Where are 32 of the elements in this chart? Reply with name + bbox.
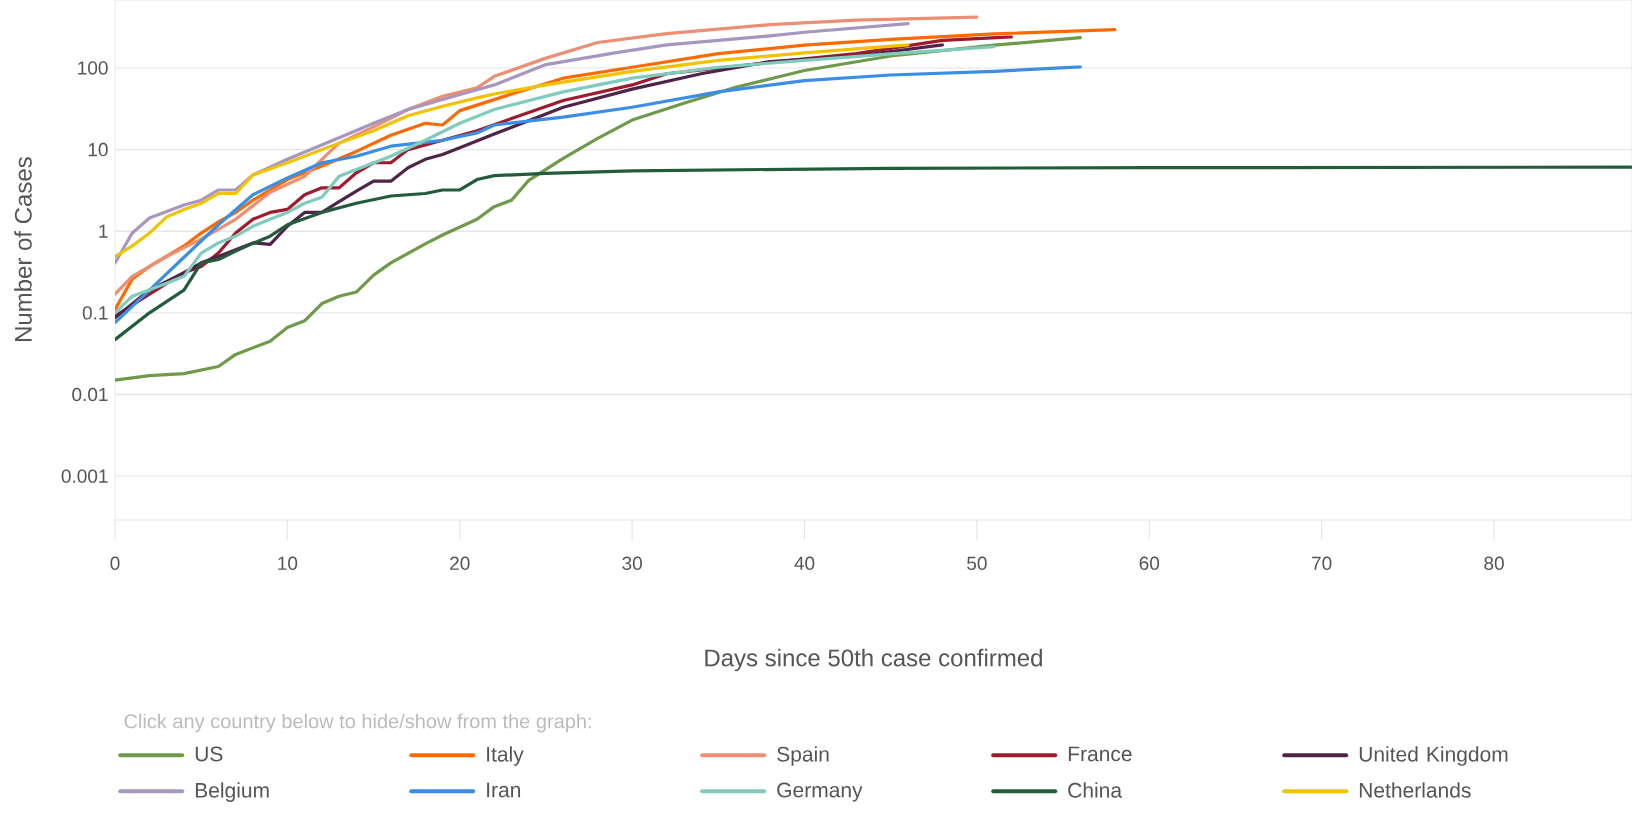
legend-label: Belgium xyxy=(195,782,269,802)
y-axis-title: Number of Cases xyxy=(14,157,32,341)
line-series xyxy=(115,15,979,296)
line-series xyxy=(115,165,1632,342)
line-series xyxy=(115,65,1082,325)
legend-label: Italy xyxy=(487,746,524,766)
legend-label: United Kingdom xyxy=(1359,746,1508,766)
x-tick-label: 60 xyxy=(1139,556,1160,570)
y-tick-label: 0.1 xyxy=(82,306,108,320)
x-tick-label: 50 xyxy=(967,556,987,570)
x-tick-label: 0 xyxy=(110,556,120,570)
y-tick-label: 100 xyxy=(78,61,108,75)
x-axis-title: Days since 50th case confirmed xyxy=(705,648,1042,672)
line-series xyxy=(115,36,1082,382)
legend-label: US xyxy=(195,746,223,762)
x-tick-label: 10 xyxy=(278,556,298,570)
legend-label: Germany xyxy=(777,782,863,802)
y-tick-label: 10 xyxy=(88,142,108,157)
x-tick-label: 80 xyxy=(1484,556,1504,570)
y-tick-label: 0.001 xyxy=(61,469,108,483)
x-tick-label: 30 xyxy=(622,556,642,570)
legend-label: Netherlands xyxy=(1359,782,1471,798)
legend-label: France xyxy=(1068,746,1132,762)
y-tick-label: 1 xyxy=(99,224,108,238)
legend-label: China xyxy=(1068,782,1123,798)
x-tick-label: 70 xyxy=(1312,556,1332,570)
text: Click any country below to hide/show from the graph: xyxy=(124,713,591,733)
legend-label: Iran xyxy=(487,782,521,798)
legend-label: Spain xyxy=(777,746,829,766)
y-tick-label: 0.01 xyxy=(72,387,108,402)
x-tick-label: 40 xyxy=(794,556,815,570)
x-tick-label: 20 xyxy=(450,556,470,570)
